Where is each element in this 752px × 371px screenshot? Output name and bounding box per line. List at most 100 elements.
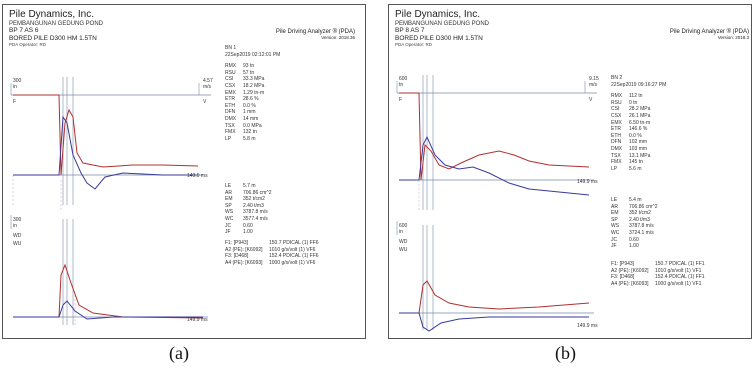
- result-row-key: RSU: [225, 69, 236, 76]
- result-row: EMX 6.50 tn-m: [611, 120, 666, 127]
- waveform-plots: 600 tn F 9.15 m/s V 149.9 ms 600 in WD W…: [396, 75, 599, 332]
- result-row-value: 102 mm: [629, 139, 648, 146]
- top-right-scale: 4.57: [203, 78, 213, 84]
- param-row-key: AR: [225, 189, 232, 196]
- param-row-value: 5.4 m: [629, 197, 642, 203]
- top-left-unit: in: [13, 84, 17, 90]
- top-left-tag: F: [399, 97, 402, 103]
- param-row-key: EM: [225, 196, 233, 203]
- param-row-value: 3724.1 m/s: [629, 229, 654, 236]
- report-header: Pile Dynamics, Inc. PEMBANGUNAN GEDUNG P…: [395, 9, 489, 48]
- result-row: RSU 0 tn: [611, 100, 666, 107]
- pile-id: BP 7 AS 6: [9, 27, 39, 35]
- result-row-value: 132 tn: [243, 129, 257, 136]
- result-row-key: RMX: [225, 63, 237, 70]
- wave-up-trace: [13, 300, 203, 320]
- force-trace: [13, 94, 199, 176]
- param-row-key: WC: [611, 229, 620, 236]
- param-row: LE 5.7 m: [225, 183, 271, 190]
- param-row-value: 706.86 cm^2: [629, 203, 658, 210]
- param-row-key: JF: [611, 243, 617, 250]
- result-row-value: 28.2 MPa: [629, 106, 651, 113]
- sensor-row-key: F3: [D468]: [225, 253, 249, 260]
- result-row-value: 28.6 %: [243, 96, 259, 103]
- result-row-value: 6.50 tn-m: [629, 119, 651, 126]
- result-row-key: RSU: [611, 99, 622, 106]
- result-row: ETH 0.0 %: [225, 103, 280, 110]
- param-row-value: 352 t/cm2: [243, 196, 265, 203]
- result-row: LP 5.6 m: [611, 166, 666, 173]
- param-row: JF 1.00: [611, 243, 657, 250]
- result-row-key: LP: [611, 165, 618, 172]
- result-row-key: LP: [225, 135, 232, 142]
- result-row-key: DMX: [225, 115, 237, 122]
- param-row-value: 5.7 m: [243, 183, 256, 189]
- param-block: LE 5.4 m AR 706.86 cm^2 EM 352 t/cm2 SP 2.40 t/…: [611, 197, 657, 250]
- velocity-trace: [13, 115, 198, 190]
- top-right-unit: m/s: [203, 84, 212, 90]
- result-row-key: CSI: [611, 106, 620, 113]
- caption-a: (a): [169, 343, 189, 363]
- product-label: Pile Driving Analyzer ® (PDA) Version: 2…: [670, 29, 749, 40]
- result-row-key: TSX: [225, 122, 235, 129]
- top-left-scale: 300: [13, 78, 22, 84]
- blow-number: BN 1: [225, 45, 237, 51]
- result-row: RMX 93 tn: [225, 63, 280, 70]
- result-block: BN 1 22Sep2019 02:12:01 PM RMX 93 tn RSU 57…: [225, 45, 280, 142]
- company-name: Pile Dynamics, Inc.: [9, 9, 95, 20]
- param-row: EM 352 t/cm2: [225, 196, 271, 203]
- wave-up-trace: [399, 312, 589, 332]
- product-version: Version: 2018.3: [717, 35, 749, 40]
- param-row-key: SP: [225, 202, 232, 209]
- sensor-row-value: 152.4 PDICAL (1) FF1: [655, 274, 705, 281]
- bottom-time-label: 149.9 ms: [187, 317, 208, 323]
- param-row-key: JC: [225, 222, 232, 229]
- param-row-value: 1.00: [243, 229, 253, 236]
- param-block: LE 5.7 m AR 706.86 cm^2 EM 352 t/cm2 SP 2.40 t/…: [225, 183, 271, 236]
- sensor-row-value: 152.4 PDICAL (1) FF6: [269, 253, 319, 260]
- param-row-value: 2.40 t/m3: [243, 202, 264, 209]
- result-row-key: TSX: [611, 152, 621, 159]
- pda-panel-a: Pile Dynamics, Inc. PEMBANGUNAN GEDUNG P…: [2, 4, 366, 339]
- wave-down-trace: [399, 280, 590, 314]
- param-row-key: WS: [225, 209, 234, 216]
- bottom-left-unit: in: [13, 223, 17, 229]
- pile-description: BORED PILE D300 HM 1.5TN: [9, 34, 97, 42]
- report-header: Pile Dynamics, Inc. PEMBANGUNAN GEDUNG P…: [9, 9, 103, 48]
- param-row: WC 3577.4 m/s: [225, 216, 271, 223]
- sensor-row-value: 1010 g/s/volt (1) VF1: [655, 267, 702, 274]
- result-row: EMX 1.29 tn-m: [225, 90, 280, 97]
- result-row-key: EMX: [225, 89, 236, 96]
- param-row-key: EM: [611, 210, 619, 217]
- sensor-block: F1: [P943] 150.7 PDICAL (1) FF1 A2 (PE): […: [611, 261, 725, 287]
- sensor-row-key: F1: [P943]: [611, 261, 635, 267]
- pile-id: BP 8 AS 7: [395, 27, 425, 35]
- company-name: Pile Dynamics, Inc.: [395, 9, 481, 20]
- top-time-label: 149.9 ms: [577, 179, 598, 185]
- bottom-left-unit: in: [399, 229, 403, 235]
- param-row-value: 3577.4 m/s: [243, 215, 268, 222]
- velocity-trace: [399, 135, 590, 196]
- param-row: WS 3787.8 m/s: [225, 209, 271, 216]
- blow-datetime: 22Sep2019 09:16:27 PM: [611, 81, 667, 88]
- bottom-time-label: 149.9 ms: [577, 323, 598, 329]
- result-row-value: 18.2 MPa: [243, 82, 265, 89]
- result-row-value: 26.1 MPa: [629, 112, 651, 119]
- param-row: EM 352 t/cm2: [611, 210, 657, 217]
- param-row-value: 1.00: [629, 243, 639, 250]
- wave-down-trace: [13, 263, 204, 319]
- operator-name: PDA Operator: RD: [395, 42, 433, 48]
- result-row-key: CSI: [225, 76, 234, 83]
- project-name: PEMBANGUNAN GEDUNG POND: [395, 20, 490, 27]
- result-row: TSX 0.0 MPa: [225, 123, 280, 130]
- result-row-key: EMX: [611, 119, 622, 126]
- param-row: LE 5.4 m: [611, 197, 657, 204]
- product-name: Pile Driving Analyzer ® (PDA): [275, 29, 355, 35]
- result-row-key: DFN: [225, 109, 236, 116]
- param-row-value: 352 t/cm2: [629, 210, 651, 217]
- sensor-row: F1: [P943] 150.7 PDICAL (1) FF1: [611, 261, 725, 268]
- param-row: JC 0.60: [611, 237, 657, 244]
- result-row: ETH 0.0 %: [611, 133, 666, 140]
- result-row: CSI 33.3 MPa: [225, 76, 280, 83]
- param-row-key: JF: [225, 229, 231, 236]
